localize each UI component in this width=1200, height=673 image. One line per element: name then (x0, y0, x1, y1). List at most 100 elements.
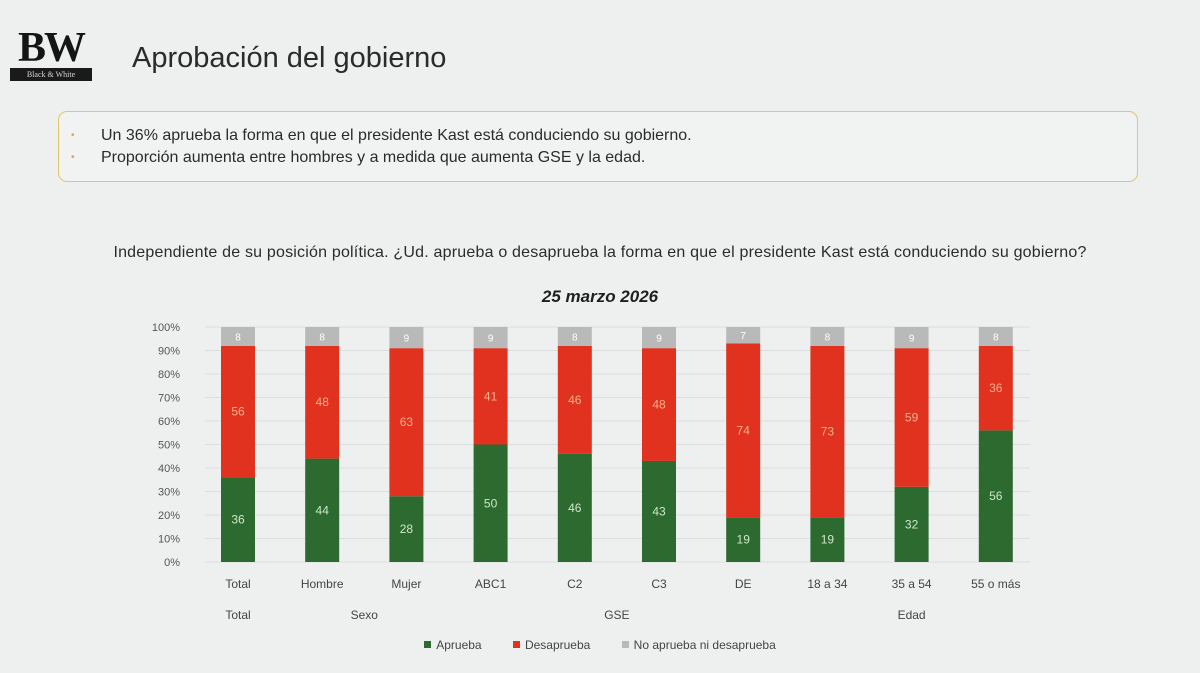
bar-segment-desaprueba (305, 345, 340, 459)
data-label: 74 (737, 423, 751, 437)
data-label: 36 (989, 381, 1003, 395)
y-tick-label: 90% (158, 346, 180, 358)
x-tick-label: C2 (567, 577, 583, 591)
y-tick-label: 0% (164, 557, 180, 569)
group-label: Edad (898, 608, 926, 622)
logo-letters: BW (17, 25, 86, 71)
chart-legend: Aprueba Desaprueba No aprueba ni desapru… (0, 638, 1200, 652)
y-tick-label: 100% (152, 322, 180, 334)
legend-swatch (512, 641, 520, 648)
legend-swatch (424, 641, 432, 648)
bar-segment-no-aprueba-ni-desaprueba (810, 327, 845, 346)
x-tick-label: 35 a 54 (892, 577, 932, 591)
bullet-icon: • (71, 152, 75, 163)
data-label: 48 (652, 398, 666, 412)
bar-segment-no-aprueba-ni-desaprueba (978, 327, 1013, 346)
bar-segment-desaprueba (642, 348, 676, 461)
data-label: 8 (319, 332, 325, 343)
x-tick-label: Hombre (301, 577, 344, 591)
data-label: 8 (825, 332, 831, 343)
data-label: 56 (231, 405, 245, 419)
x-tick-label: Mujer (391, 577, 421, 591)
page-title: Aprobación del gobierno (132, 42, 447, 74)
x-tick-label: 18 a 34 (807, 577, 847, 591)
data-label: 8 (993, 332, 999, 343)
bar-segment-desaprueba (557, 345, 592, 454)
bar-segment-desaprueba (221, 345, 255, 478)
group-label: Total (225, 608, 250, 622)
data-label: 46 (568, 501, 582, 515)
bar-segment-desaprueba (894, 348, 929, 487)
logo-tagline: Black & White (10, 68, 92, 81)
data-label: 9 (488, 334, 494, 345)
data-label: 19 (821, 533, 835, 547)
data-label: 32 (905, 517, 919, 531)
bar-segment-no-aprueba-ni-desaprueba (894, 327, 929, 349)
data-label: 9 (909, 334, 915, 345)
bar-segment-no-aprueba-ni-desaprueba (473, 327, 508, 349)
legend-label: No aprueba ni desaprueba (633, 638, 776, 652)
bar-segment-aprueba (473, 444, 508, 562)
bar-segment-no-aprueba-ni-desaprueba (557, 327, 592, 346)
legend-label: Aprueba (436, 638, 482, 652)
callout-text: Un 36% aprueba la forma en que el presid… (101, 127, 692, 144)
bar-segment-aprueba (894, 486, 929, 562)
y-tick-label: 30% (158, 487, 180, 499)
y-tick-label: 60% (158, 416, 180, 428)
bar-segment-aprueba (642, 460, 676, 562)
data-label: 46 (568, 393, 582, 407)
bar-segment-desaprueba (810, 345, 845, 518)
bar-segment-desaprueba (726, 343, 761, 518)
y-tick-label: 80% (158, 369, 180, 381)
x-tick-label: Total (225, 577, 250, 591)
key-findings-callout: • Un 36% aprueba la forma en que el pres… (58, 111, 1138, 182)
bar-segment-aprueba (305, 458, 340, 562)
y-tick-label: 50% (158, 440, 180, 452)
data-label: 28 (400, 522, 414, 536)
brand-logo: BW Black & White (10, 26, 92, 82)
data-label: 63 (400, 415, 414, 429)
data-label: 41 (484, 389, 498, 403)
bar-segment-no-aprueba-ni-desaprueba (305, 327, 340, 346)
data-label: 48 (316, 395, 330, 409)
data-label: 8 (572, 332, 578, 343)
data-label: 36 (231, 513, 245, 527)
legend-item-aprueba: Aprueba (424, 638, 482, 652)
x-tick-label: C3 (651, 577, 667, 591)
callout-item: • Un 36% aprueba la forma en que el pres… (71, 125, 1137, 147)
bar-segment-no-aprueba-ni-desaprueba (389, 327, 424, 349)
bar-segment-aprueba (726, 517, 761, 562)
bar-segment-aprueba (221, 477, 255, 562)
y-tick-label: 20% (158, 510, 180, 522)
y-tick-label: 70% (158, 393, 180, 405)
x-tick-label: ABC1 (475, 577, 507, 591)
bar-segment-aprueba (557, 453, 592, 562)
bar-segment-aprueba (389, 496, 424, 562)
legend-label: Desaprueba (524, 638, 591, 652)
bullet-icon: • (71, 130, 75, 141)
legend-item-desaprueba: Desaprueba (512, 638, 591, 652)
legend-item-no-aprueba-ni-desaprueba: No aprueba ni desaprueba (621, 638, 776, 652)
legend-swatch (621, 641, 629, 648)
data-label: 73 (821, 425, 835, 439)
callout-text: Proporción aumenta entre hombres y a med… (101, 149, 646, 166)
bar-segment-desaprueba (978, 345, 1013, 431)
group-label: GSE (604, 608, 629, 622)
bar-segment-aprueba (810, 517, 845, 562)
data-label: 50 (484, 496, 498, 510)
y-tick-label: 10% (158, 534, 180, 546)
data-label: 8 (235, 332, 241, 343)
data-label: 44 (316, 503, 330, 517)
chart-subtitle: 25 marzo 2026 (541, 287, 659, 306)
bar-segment-desaprueba (473, 348, 508, 445)
y-tick-label: 40% (158, 463, 180, 475)
data-label: 7 (740, 331, 746, 342)
bar-segment-desaprueba (389, 348, 424, 497)
x-tick-label: 55 o más (971, 577, 1020, 591)
bar-segment-no-aprueba-ni-desaprueba (726, 327, 761, 344)
data-label: 9 (656, 334, 662, 345)
data-label: 56 (989, 489, 1003, 503)
chart-title: Independiente de su posición política. ¿… (113, 244, 1087, 261)
data-label: 9 (404, 334, 410, 345)
